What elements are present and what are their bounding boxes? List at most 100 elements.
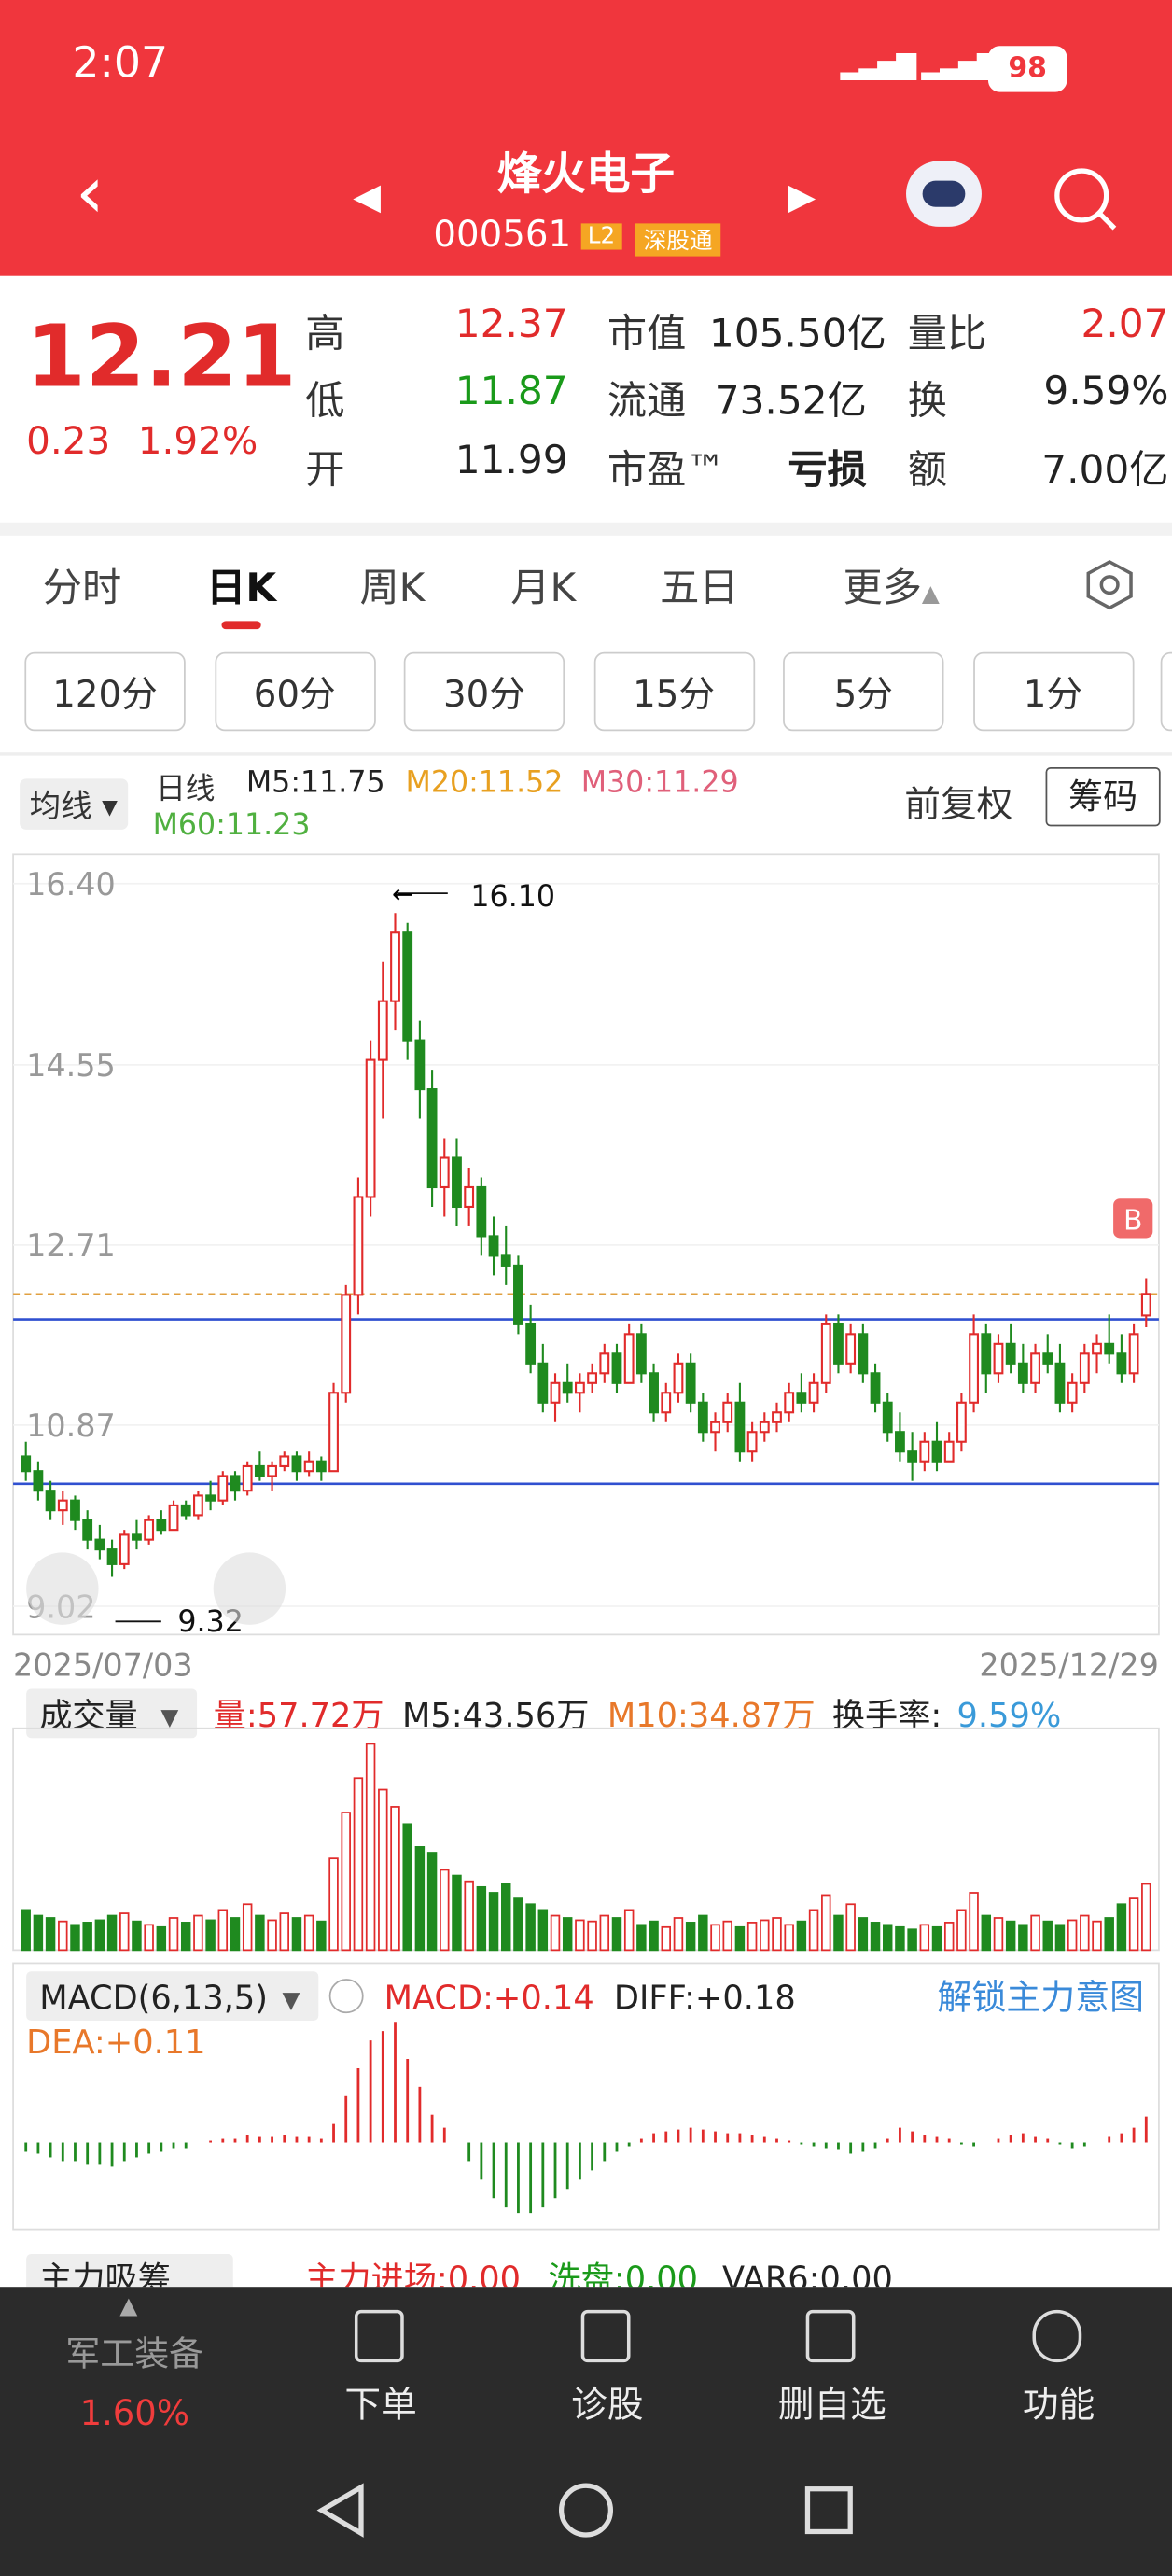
sector-name[interactable]: 军工装备 [65,2334,204,2374]
tab[interactable]: 周K [359,565,426,611]
candle-body [168,1504,179,1532]
nav-icon[interactable] [354,2309,404,2363]
candle-body [230,1475,241,1492]
ma-selector[interactable]: 均线 ▾ [20,778,128,830]
tab[interactable]: 更多▲ [843,565,940,611]
volume-bar [414,1846,426,1952]
signal-icons: ▂▃▅▇ ▂▃▅▇ [840,49,998,81]
back-button[interactable]: ‹ [75,150,105,235]
volume-bar [636,1924,647,1952]
kline-chart: 16.4014.5512.7110.879.02←16.109.32B2025/… [12,853,1160,2288]
candle-body [452,1156,462,1209]
settings-icon[interactable] [1083,558,1136,610]
ma60-label: M60:11.23 [152,808,311,843]
candle-body [33,1470,44,1492]
candle-body [315,1460,327,1473]
candle-body [1104,1342,1115,1355]
volume-bar [106,1914,118,1952]
volume-bar [341,1812,351,1952]
nav-label[interactable]: 功能 [1022,2385,1095,2427]
volume-bar [685,1922,696,1952]
candle-body [697,1401,708,1434]
x-tick-label: 2025/07/03 [13,1646,193,1683]
next-stock[interactable]: ▶ [788,177,816,219]
period-button[interactable]: 15分 [593,651,755,732]
extra-label: VAR6:0.00 [722,2261,893,2287]
candle-body [820,1323,831,1384]
ma30-label: M30:11.29 [580,765,739,801]
system-nav [316,2483,853,2538]
y-tick-label: 10.87 [26,1407,116,1444]
nav-label[interactable]: 诊股 [571,2385,644,2427]
volume-bar [649,1920,659,1952]
candle-body [649,1372,659,1414]
ma20-label: M20:11.52 [405,765,564,801]
field-value: 2.07 [1081,301,1169,347]
volume-bar [956,1909,967,1952]
period-button[interactable]: 5分 [783,651,944,732]
field-label: 量比 [907,310,987,357]
nav-label[interactable]: 下单 [344,2385,417,2427]
candle-body [1092,1342,1102,1355]
volume-bar [919,1924,930,1952]
candle-body [623,1333,635,1384]
tab[interactable]: 五日 [660,565,739,611]
unlock-link[interactable]: 解锁主力意图 [938,1978,1145,2018]
chips-button[interactable]: 筹码 [1045,767,1161,827]
period-button[interactable]: 30分 [403,651,565,732]
adjust-toggle[interactable]: 前复权 [904,785,1013,827]
nav-label[interactable]: 删自选 [777,2385,886,2427]
volume-bar [981,1914,992,1952]
sector-pct: 1.60% [79,2393,189,2433]
help-icon [328,1979,364,2014]
volume-bar [537,1909,549,1952]
candle-body [439,1156,450,1189]
nav-icon[interactable] [580,2309,631,2363]
candle-body [956,1401,967,1443]
badge: 深股通 [635,223,721,257]
period-button[interactable]: 60分 [214,651,375,732]
volume-bar [402,1823,412,1952]
ma5-label: M5:11.75 [245,765,385,801]
field-value: 12.37 [454,301,568,347]
candle-body [537,1362,549,1404]
tab[interactable]: 日K [206,565,277,611]
candle-body [57,1499,68,1512]
period-button[interactable]: 120分 [24,651,186,732]
volume-bar [1128,1897,1139,1952]
volume-bar [132,1920,142,1952]
vol-label: 9.59% [957,1697,1062,1735]
prev-stock[interactable]: ◀ [353,177,381,219]
candle-body [1054,1362,1066,1404]
field-value: 9.59% [1043,368,1169,414]
candle-body [931,1440,942,1463]
candle-body [759,1421,770,1434]
divider [0,752,1172,756]
candle-body [710,1421,720,1434]
candle-body [144,1519,155,1541]
robot-icon[interactable] [906,161,982,227]
volume-bar [562,1917,573,1952]
candle-body [70,1499,80,1521]
stock-name: 烽火电子 [497,149,675,201]
candle-body [180,1504,191,1517]
volume-bar [378,1788,388,1952]
search-icon[interactable] [1051,164,1120,233]
volume-bar [821,1894,831,1952]
field-label: 高 [305,310,345,357]
high-label: 16.10 [470,880,555,914]
period-button[interactable] [1160,651,1172,732]
candle-body [82,1519,93,1541]
volume-bar [45,1917,56,1952]
y-tick-label: 16.40 [26,866,116,903]
nav-icon[interactable] [1032,2309,1082,2363]
volume-bar [242,1903,253,1952]
ma-label: 均线 [29,788,92,825]
nav-icon[interactable] [805,2309,856,2363]
tab[interactable]: 分时 [42,565,122,611]
volume-bar [267,1919,277,1952]
period-button[interactable]: 1分 [972,651,1134,732]
candle-body [365,1058,376,1198]
volume-bar [1054,1924,1066,1952]
tab[interactable]: 月K [510,565,577,611]
